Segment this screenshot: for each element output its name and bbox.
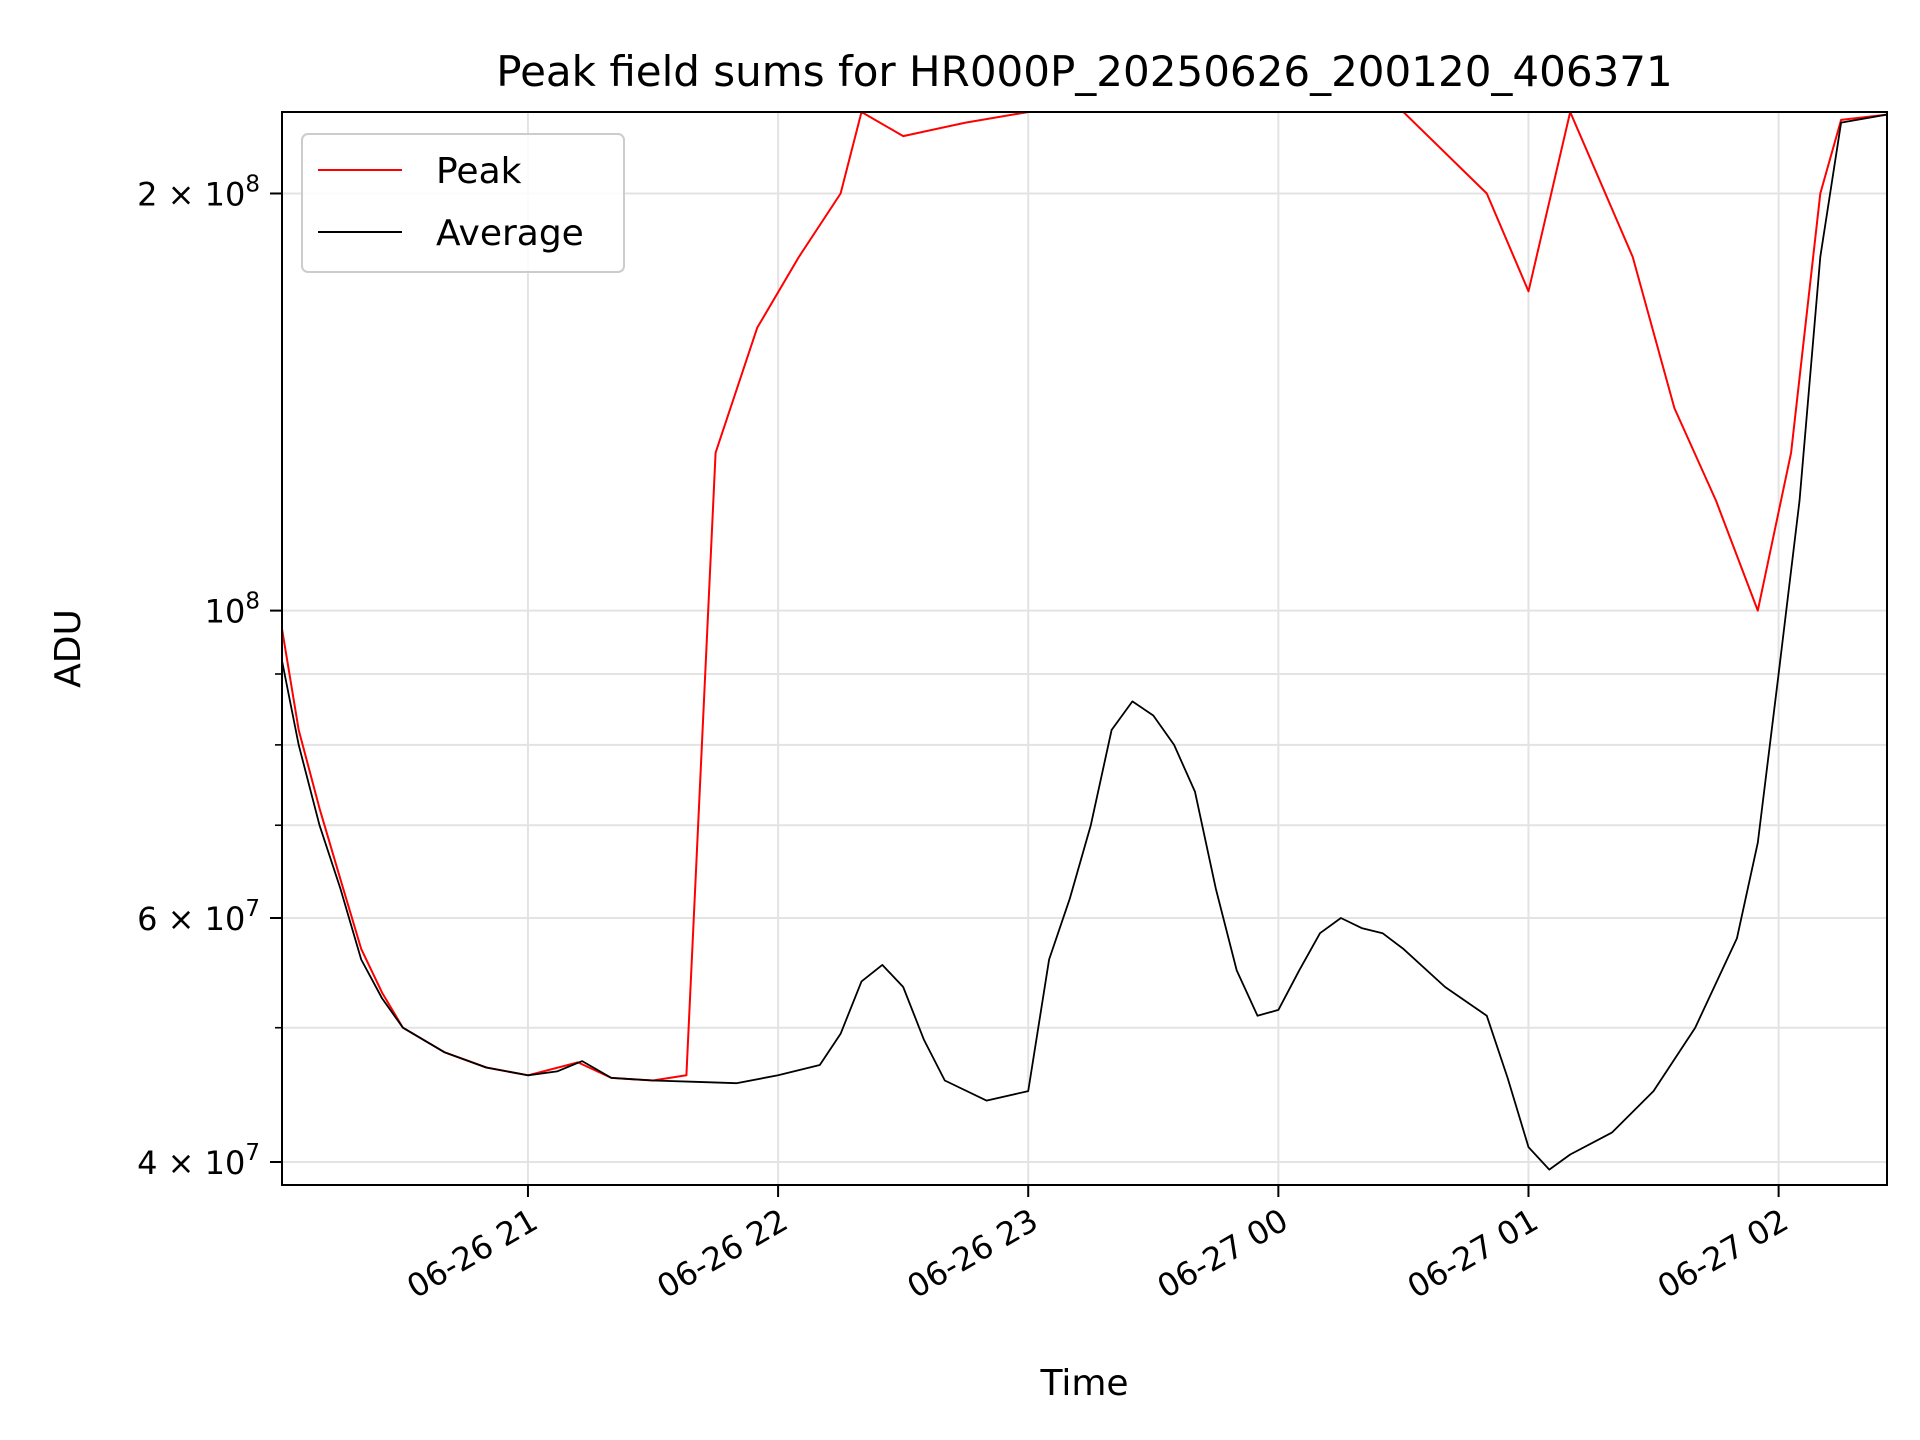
- x-tick-label: 06-27 01: [1401, 1201, 1545, 1306]
- x-tick-label: 06-26 22: [650, 1201, 794, 1306]
- legend-label-peak: Peak: [436, 151, 522, 192]
- y-tick-base: 6 × 10: [137, 900, 245, 938]
- legend-box: [301, 133, 625, 273]
- x-tick-label: 06-27 02: [1651, 1201, 1795, 1306]
- y-axis-label: ADU: [48, 609, 89, 688]
- y-tick-exponent: 8: [245, 171, 260, 197]
- plot-series: [282, 112, 1887, 1171]
- x-axis-ticks: 06-26 21 06-26 22 06-26 23 06-27 00 06-27 01…: [400, 1185, 1795, 1306]
- y-tick-base: 2 × 10: [137, 175, 245, 213]
- y-tick-base: 4 × 10: [137, 1144, 245, 1182]
- x-axis-label: Time: [1039, 1363, 1128, 1404]
- y-tick-exponent: 7: [245, 1140, 260, 1166]
- grid-lines: [282, 112, 1887, 1185]
- y-tick-base: 10: [205, 593, 246, 631]
- y-tick-label: 2 × 108: [137, 171, 260, 213]
- y-tick-exponent: 7: [245, 896, 260, 922]
- x-tick-label: 06-26 23: [901, 1201, 1045, 1306]
- y-tick-exponent: 8: [245, 589, 260, 615]
- axes-frame: [281, 111, 1888, 1186]
- y-tick-label: 6 × 107: [137, 896, 260, 938]
- legend: Peak Average: [301, 133, 625, 273]
- y-tick-label: 4 × 107: [137, 1140, 260, 1182]
- x-tick-label: 06-26 21: [400, 1201, 544, 1306]
- y-tick-label: 108: [205, 589, 260, 631]
- legend-label-average: Average: [436, 213, 584, 254]
- series-line-average: [282, 113, 1887, 1171]
- chart-title: Peak field sums for HR000P_20250626_2001…: [496, 47, 1673, 96]
- x-tick-label: 06-27 00: [1151, 1201, 1295, 1306]
